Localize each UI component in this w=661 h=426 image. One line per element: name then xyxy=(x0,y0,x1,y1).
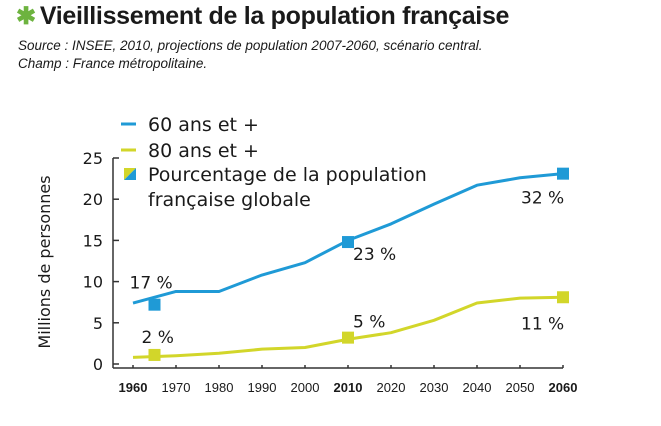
scope-note: Champ : France métropolitaine. xyxy=(18,56,208,71)
legend-label-percent-line1: Pourcentage de la population xyxy=(148,164,427,186)
title-text: Vieillissement de la population français… xyxy=(39,2,510,30)
axes: 0 5 10 15 20 25 1960 1970 1980 1990 2000 2010 2020 20… xyxy=(83,149,578,395)
x-tick-label: 1990 xyxy=(248,380,277,395)
y-tick-label: 10 xyxy=(83,273,103,292)
percent-label: 17 % xyxy=(130,274,173,294)
percent-label: 5 % xyxy=(353,313,385,333)
x-tick-label: 2060 xyxy=(549,380,578,395)
x-tick-label: 2020 xyxy=(377,380,406,395)
y-tick-label: 25 xyxy=(83,149,103,168)
percent-marker xyxy=(557,291,569,304)
y-tick-label: 5 xyxy=(93,314,103,333)
percent-marker xyxy=(148,348,161,361)
x-tick-label: 1980 xyxy=(205,380,234,395)
percent-markers: 17 % 23 % 32 % 2 % 5 % 11 % xyxy=(130,167,569,361)
x-tick-label: 2000 xyxy=(291,380,320,395)
x-tick-label: 2050 xyxy=(506,380,535,395)
percent-marker xyxy=(148,298,161,311)
chart-title: ✱ Vieillissement de la population françai… xyxy=(16,2,509,31)
x-tick-label: 1960 xyxy=(119,380,148,395)
legend-label-percent-line2: française globale xyxy=(148,189,311,211)
x-tick-label: 1970 xyxy=(162,380,191,395)
legend-label-80: 80 ans et + xyxy=(148,140,259,162)
asterisk-icon: ✱ xyxy=(16,3,36,30)
percent-label: 32 % xyxy=(521,189,564,209)
percent-label: 23 % xyxy=(353,245,396,265)
x-tick-label: 2010 xyxy=(334,380,363,395)
x-tick-label: 2030 xyxy=(420,380,449,395)
y-tick-label: 20 xyxy=(83,190,103,209)
percent-marker xyxy=(557,167,569,180)
x-tick-label: 2040 xyxy=(463,380,492,395)
source-note: Source : INSEE, 2010, projections de pop… xyxy=(18,38,483,53)
percent-marker xyxy=(342,331,354,344)
legend-swatch-percent xyxy=(124,168,136,180)
percent-marker xyxy=(342,236,354,249)
y-tick-label: 15 xyxy=(83,231,103,250)
percent-label: 2 % xyxy=(142,328,174,348)
legend-label-60: 60 ans et + xyxy=(148,114,259,136)
y-axis-label: Millions de personnes xyxy=(35,175,54,348)
series-line-80-plus xyxy=(132,295,564,359)
y-tick-label: 0 xyxy=(93,355,103,374)
legend: 60 ans et + 80 ans et + Pourcentage de l… xyxy=(121,114,427,211)
percent-label: 11 % xyxy=(521,314,564,334)
